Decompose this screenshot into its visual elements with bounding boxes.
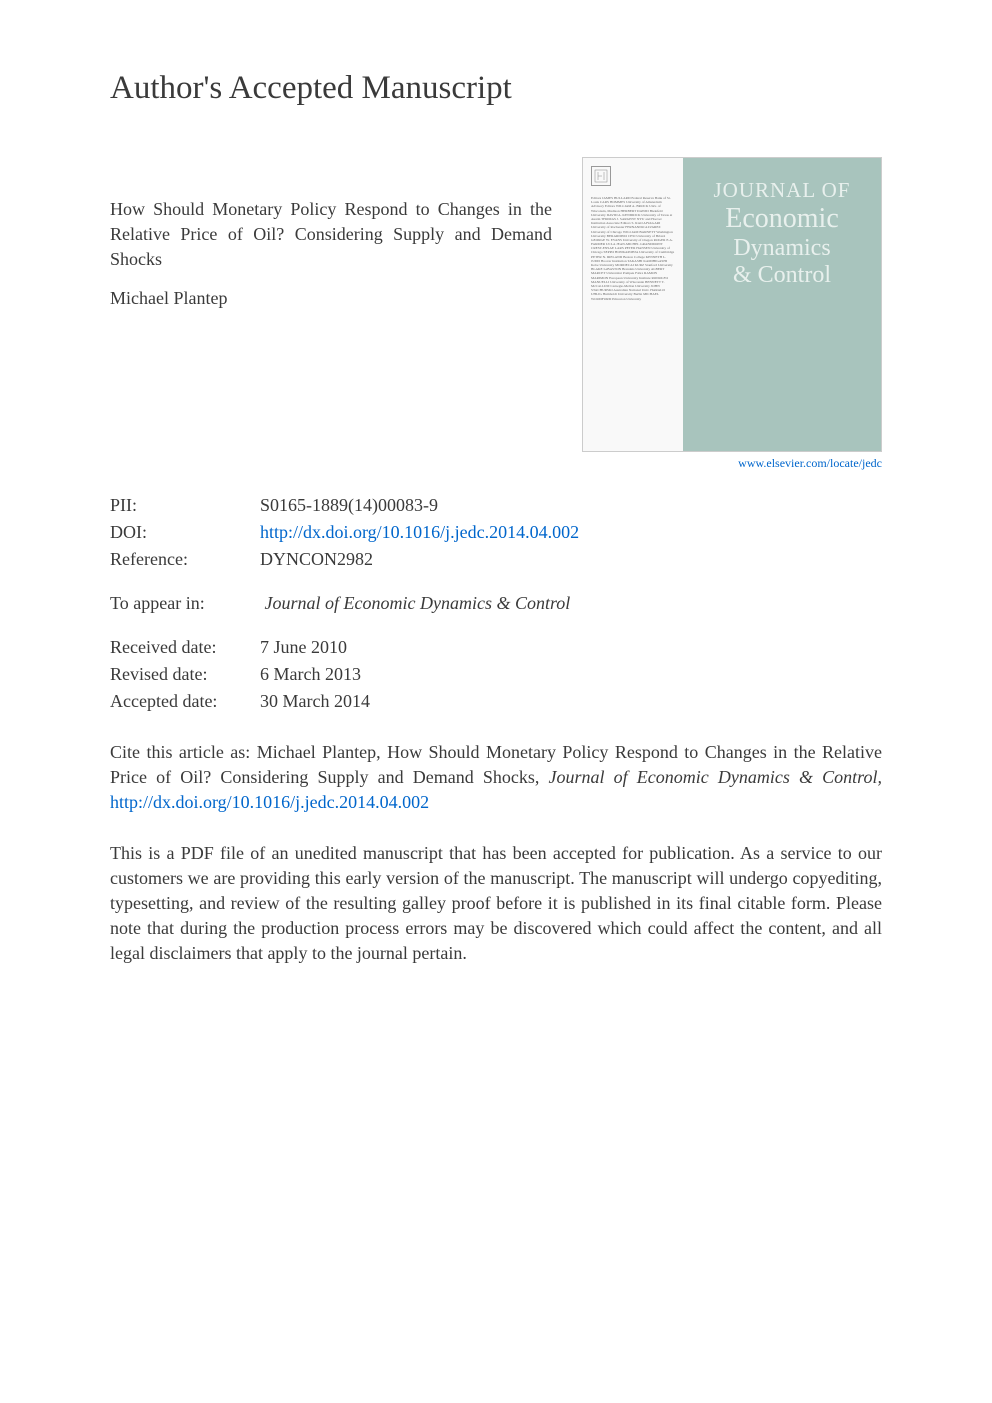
received-date-label: Received date: bbox=[110, 634, 260, 661]
received-date-row: Received date: 7 June 2010 bbox=[110, 634, 882, 661]
cover-title-panel: JOURNAL OF Economic Dynamics & Control bbox=[683, 158, 881, 451]
accepted-date-value: 30 March 2014 bbox=[260, 688, 370, 715]
revised-date-row: Revised date: 6 March 2013 bbox=[110, 661, 882, 688]
journal-url-link[interactable]: www.elsevier.com/locate/jedc bbox=[582, 456, 882, 471]
cover-line-3: Dynamics bbox=[693, 235, 871, 262]
reference-label: Reference: bbox=[110, 546, 260, 573]
disclaimer-text: This is a PDF file of an unedited manusc… bbox=[110, 841, 882, 967]
metadata-row-doi: DOI: http://dx.doi.org/10.1016/j.jedc.20… bbox=[110, 519, 882, 546]
article-title: How Should Monetary Policy Respond to Ch… bbox=[110, 197, 552, 273]
accepted-date-label: Accepted date: bbox=[110, 688, 260, 715]
cover-line-4: & Control bbox=[693, 262, 871, 289]
citation-journal-name: Journal of Economic Dynamics & Control, bbox=[549, 767, 882, 787]
doi-link[interactable]: http://dx.doi.org/10.1016/j.jedc.2014.04… bbox=[260, 522, 579, 542]
citation-block: Cite this article as: Michael Plantep, H… bbox=[110, 740, 882, 816]
revised-date-label: Revised date: bbox=[110, 661, 260, 688]
journal-cover-container: Editors JAMES BULLARD Federal Reserve Ba… bbox=[582, 157, 882, 462]
top-section: How Should Monetary Policy Respond to Ch… bbox=[110, 157, 882, 462]
cover-line-2: Economic bbox=[693, 203, 871, 235]
citation-doi-link[interactable]: http://dx.doi.org/10.1016/j.jedc.2014.04… bbox=[110, 792, 429, 812]
page-heading: Author's Accepted Manuscript bbox=[110, 70, 882, 107]
metadata-table: PII: S0165-1889(14)00083-9 DOI: http://d… bbox=[110, 492, 882, 573]
revised-date-value: 6 March 2013 bbox=[260, 661, 361, 688]
appear-in-value: Journal of Economic Dynamics & Control bbox=[265, 593, 571, 613]
appear-in-label: To appear in: bbox=[110, 593, 260, 614]
reference-value: DYNCON2982 bbox=[260, 546, 373, 573]
pii-value: S0165-1889(14)00083-9 bbox=[260, 492, 438, 519]
doi-label: DOI: bbox=[110, 519, 260, 546]
metadata-row-reference: Reference: DYNCON2982 bbox=[110, 546, 882, 573]
metadata-row-pii: PII: S0165-1889(14)00083-9 bbox=[110, 492, 882, 519]
pii-label: PII: bbox=[110, 492, 260, 519]
doi-value: http://dx.doi.org/10.1016/j.jedc.2014.04… bbox=[260, 519, 579, 546]
article-author: Michael Plantep bbox=[110, 288, 552, 309]
received-date-value: 7 June 2010 bbox=[260, 634, 347, 661]
cover-line-1: JOURNAL OF bbox=[693, 178, 871, 203]
cover-editors-panel: Editors JAMES BULLARD Federal Reserve Ba… bbox=[583, 158, 683, 451]
article-info: How Should Monetary Policy Respond to Ch… bbox=[110, 157, 552, 462]
journal-cover-image: Editors JAMES BULLARD Federal Reserve Ba… bbox=[582, 157, 882, 452]
elsevier-logo-icon bbox=[591, 166, 611, 186]
accepted-date-row: Accepted date: 30 March 2014 bbox=[110, 688, 882, 715]
appear-in-row: To appear in: Journal of Economic Dynami… bbox=[110, 593, 882, 614]
dates-block: Received date: 7 June 2010 Revised date:… bbox=[110, 634, 882, 715]
cover-editors-text: Editors JAMES BULLARD Federal Reserve Ba… bbox=[591, 196, 675, 301]
